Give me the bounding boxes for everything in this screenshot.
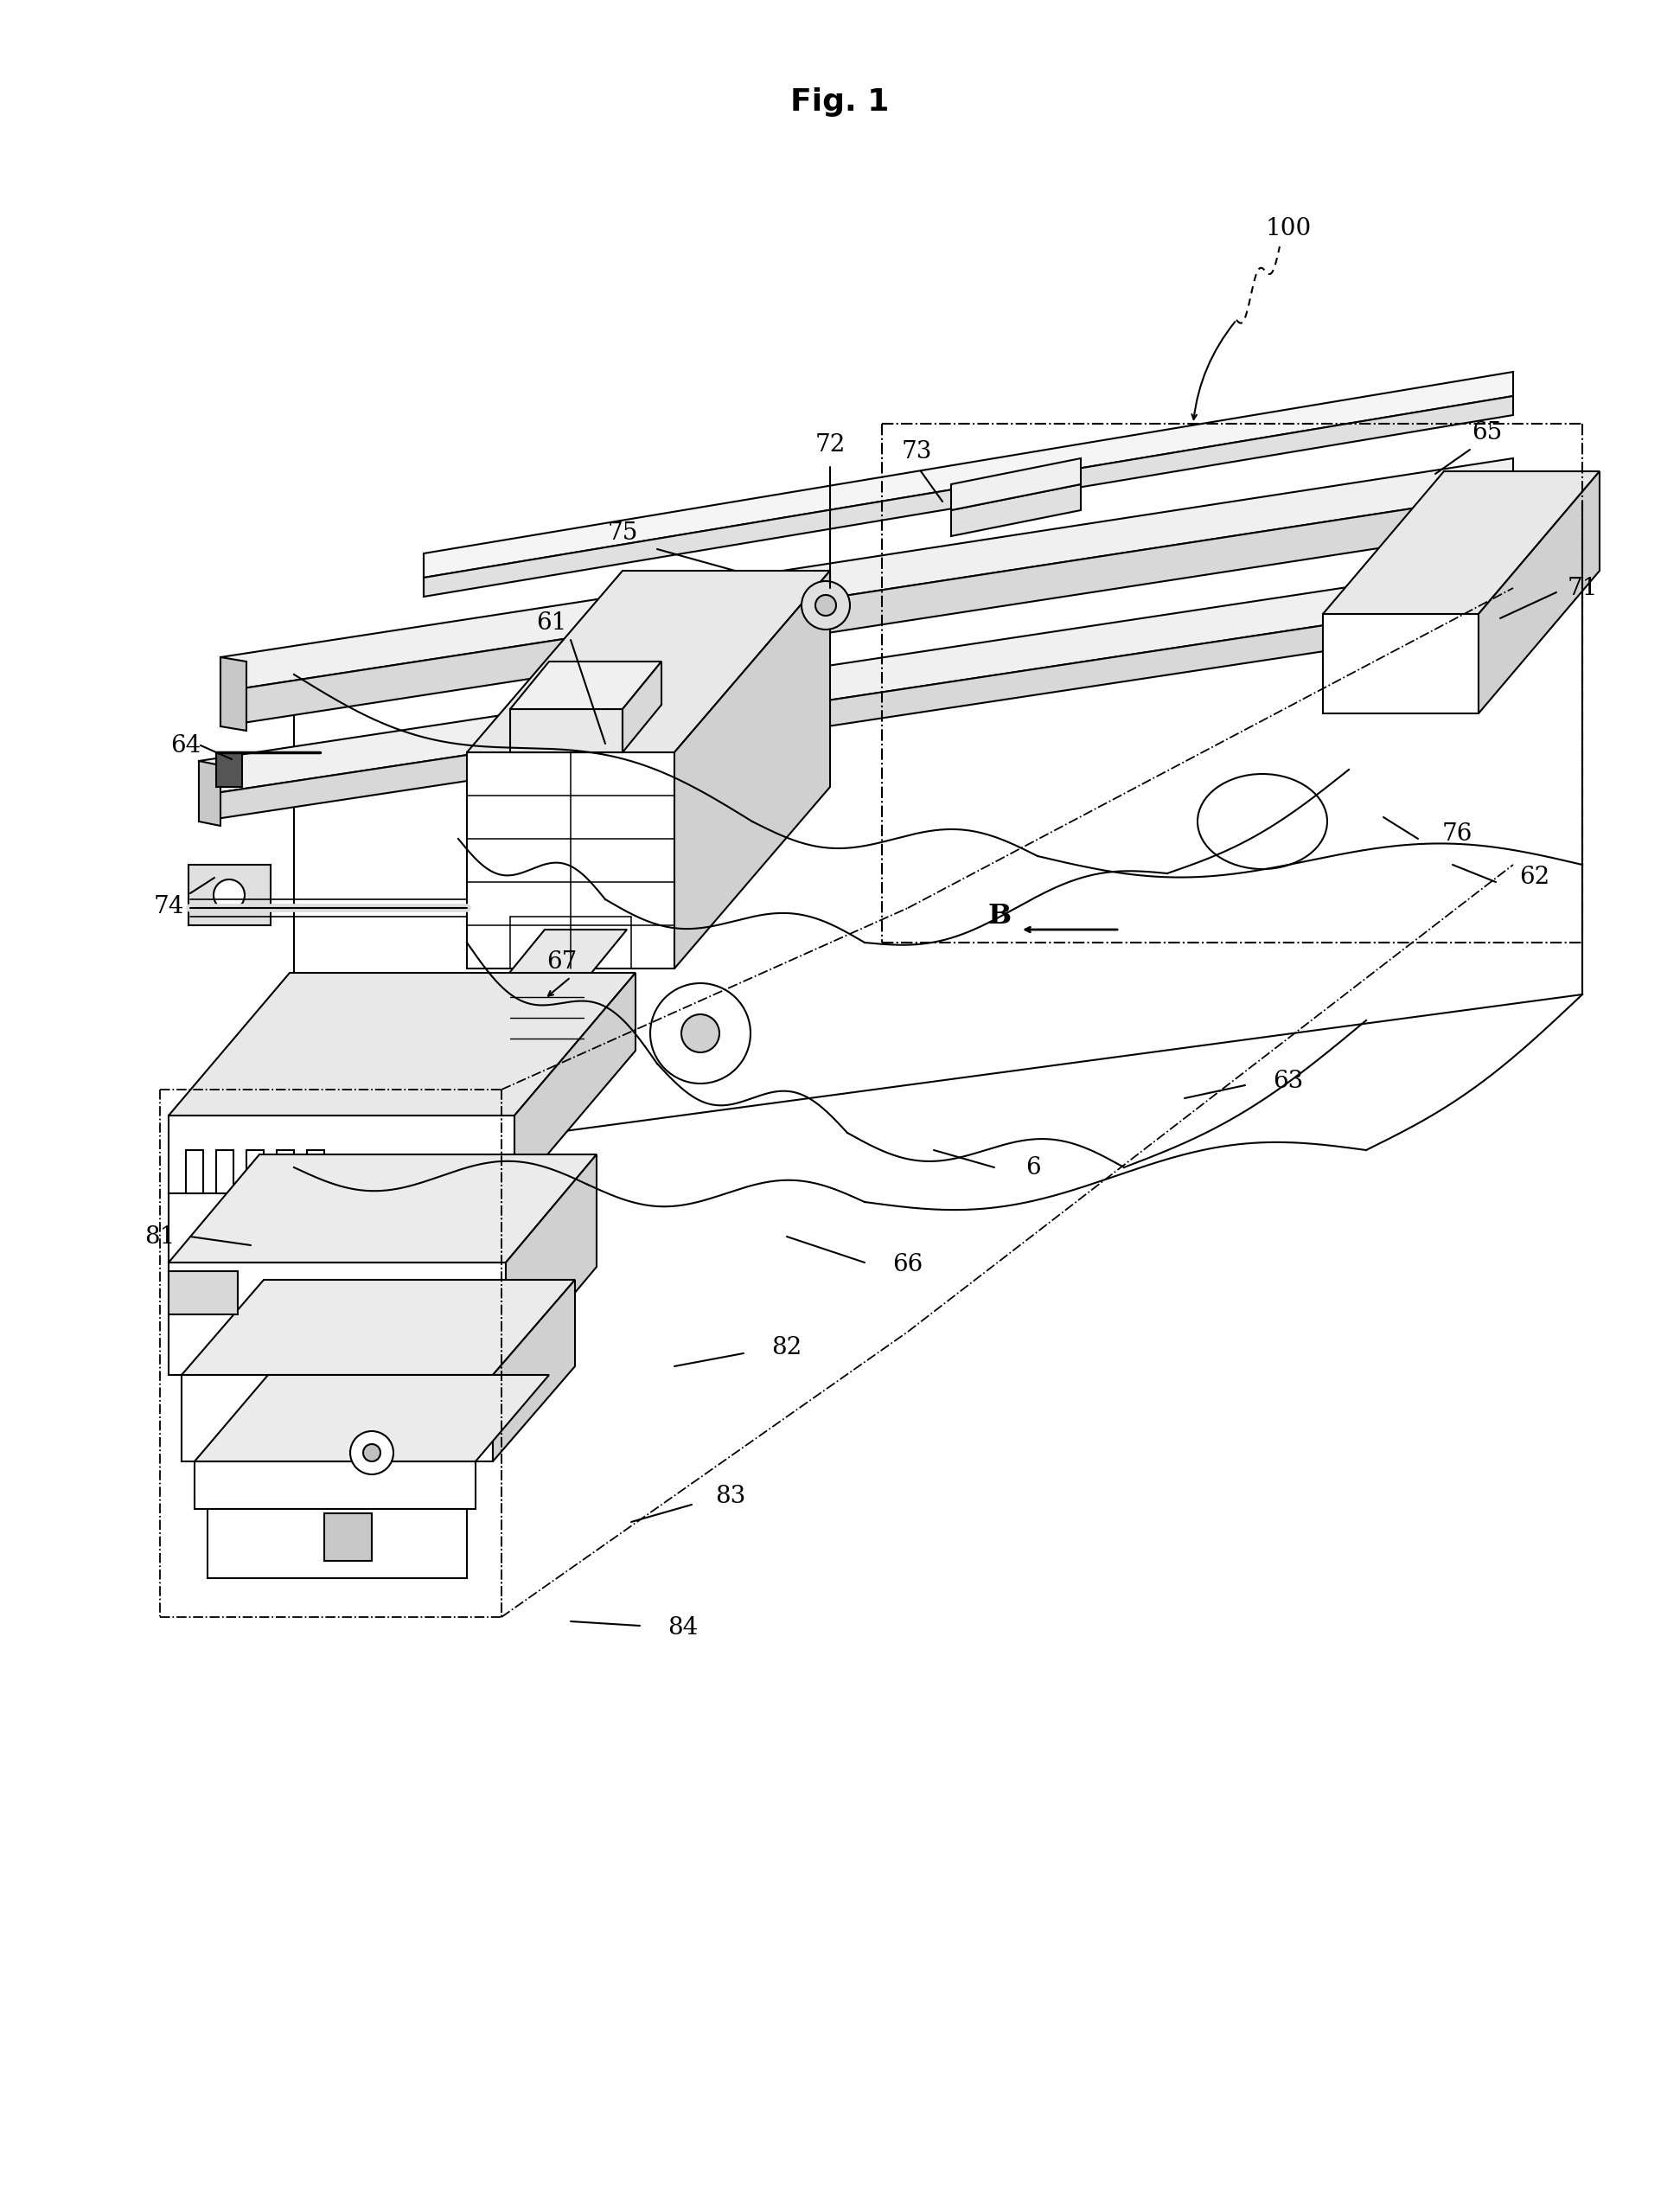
Polygon shape [186,1150,203,1192]
Polygon shape [506,929,627,978]
Polygon shape [324,1513,371,1562]
Text: 63: 63 [1273,1068,1304,1093]
Polygon shape [188,865,270,925]
Text: 66: 66 [892,1252,922,1276]
Text: 84: 84 [669,1615,699,1639]
Circle shape [682,1015,719,1053]
Polygon shape [181,1281,575,1376]
Text: 62: 62 [1519,867,1551,889]
Circle shape [349,1431,393,1475]
Polygon shape [220,458,1514,692]
Text: 71: 71 [1567,577,1598,599]
Polygon shape [247,1150,264,1192]
Text: 65: 65 [1472,420,1502,445]
Polygon shape [623,661,662,752]
Polygon shape [198,562,1514,796]
Text: 73: 73 [900,440,932,465]
Polygon shape [168,973,635,1115]
Polygon shape [514,973,635,1192]
Polygon shape [181,1376,492,1462]
Polygon shape [294,502,1583,1168]
Polygon shape [1322,471,1599,615]
Text: B: B [988,902,1011,929]
Polygon shape [195,1462,475,1509]
Polygon shape [220,493,1514,726]
Text: 67: 67 [546,949,578,973]
Polygon shape [198,597,1514,821]
Text: 75: 75 [606,522,638,544]
Polygon shape [423,396,1514,597]
Polygon shape [198,761,220,825]
Text: 100: 100 [1265,217,1312,241]
Polygon shape [951,484,1080,535]
Polygon shape [168,1263,506,1376]
Polygon shape [217,1150,234,1192]
Text: 76: 76 [1441,823,1472,847]
Polygon shape [1322,615,1478,714]
Text: Fig. 1: Fig. 1 [790,86,889,117]
Circle shape [801,582,850,630]
Text: 6: 6 [1025,1155,1042,1179]
Polygon shape [195,1376,549,1462]
Text: 61: 61 [536,611,566,635]
Text: 74: 74 [153,894,183,918]
Polygon shape [307,1150,324,1192]
Polygon shape [220,657,247,730]
Polygon shape [217,752,242,787]
Polygon shape [506,978,588,1060]
Polygon shape [492,1281,575,1462]
Ellipse shape [1198,774,1327,869]
Polygon shape [511,710,623,752]
Polygon shape [511,661,662,710]
Polygon shape [168,1272,239,1314]
Text: 72: 72 [815,434,845,458]
Polygon shape [277,1150,294,1192]
Circle shape [213,880,245,911]
Polygon shape [506,1155,596,1376]
Circle shape [650,982,751,1084]
Polygon shape [467,752,674,969]
Polygon shape [467,571,830,752]
Polygon shape [168,1155,596,1263]
Circle shape [815,595,837,615]
Text: 81: 81 [144,1225,175,1248]
Polygon shape [1478,471,1599,714]
Circle shape [363,1444,380,1462]
Polygon shape [951,458,1080,511]
Text: 82: 82 [771,1336,801,1358]
Polygon shape [674,571,830,969]
Polygon shape [208,1509,467,1577]
Polygon shape [168,1115,514,1192]
Polygon shape [168,1192,341,1263]
Polygon shape [514,1060,580,1102]
Text: 83: 83 [716,1484,746,1509]
Text: 64: 64 [171,734,202,757]
Polygon shape [423,372,1514,577]
